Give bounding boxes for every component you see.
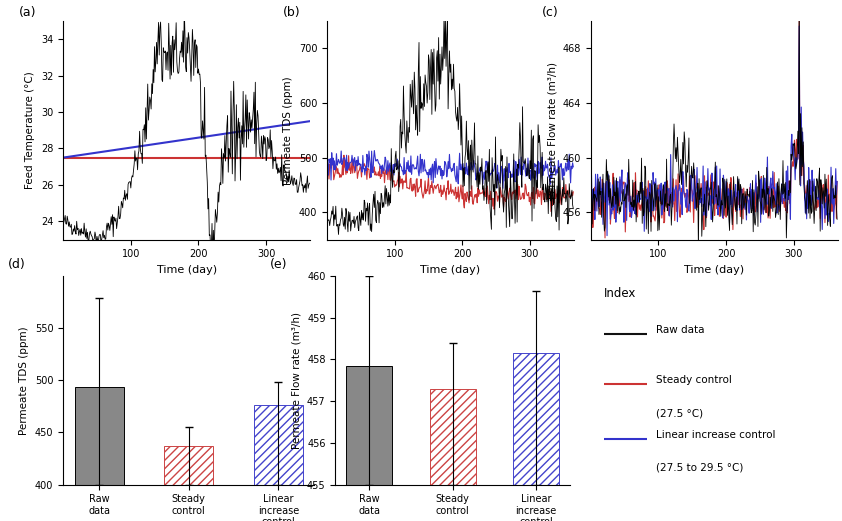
Text: (c): (c) [541, 6, 558, 19]
Y-axis label: Permeate TDS (ppm): Permeate TDS (ppm) [19, 326, 29, 435]
Text: (d): (d) [8, 258, 25, 271]
X-axis label: Time (day): Time (day) [420, 265, 481, 275]
Text: (a): (a) [19, 6, 36, 19]
Text: (b): (b) [283, 6, 300, 19]
Y-axis label: Permeate Flow rate (m³/h): Permeate Flow rate (m³/h) [291, 312, 301, 449]
Bar [346, 366, 392, 521]
Text: (e): (e) [269, 258, 287, 271]
Text: (27.5 °C): (27.5 °C) [657, 408, 704, 419]
Bar [253, 405, 303, 521]
Y-axis label: Permeate Flow rate (m³/h): Permeate Flow rate (m³/h) [547, 62, 557, 199]
Bar [429, 389, 476, 521]
Text: Index: Index [604, 287, 637, 300]
X-axis label: Time (day): Time (day) [685, 265, 744, 275]
Text: (27.5 to 29.5 °C): (27.5 to 29.5 °C) [657, 463, 743, 473]
Bar [75, 387, 124, 521]
X-axis label: Time (day): Time (day) [157, 265, 216, 275]
Text: Steady control: Steady control [657, 375, 733, 386]
Bar [164, 446, 213, 521]
Y-axis label: Permeate TDS (ppm): Permeate TDS (ppm) [283, 76, 293, 184]
Text: Linear increase control: Linear increase control [657, 429, 776, 440]
Y-axis label: Feed Temperature (°C): Feed Temperature (°C) [25, 71, 35, 189]
Text: Raw data: Raw data [657, 325, 705, 336]
Bar [513, 353, 559, 521]
